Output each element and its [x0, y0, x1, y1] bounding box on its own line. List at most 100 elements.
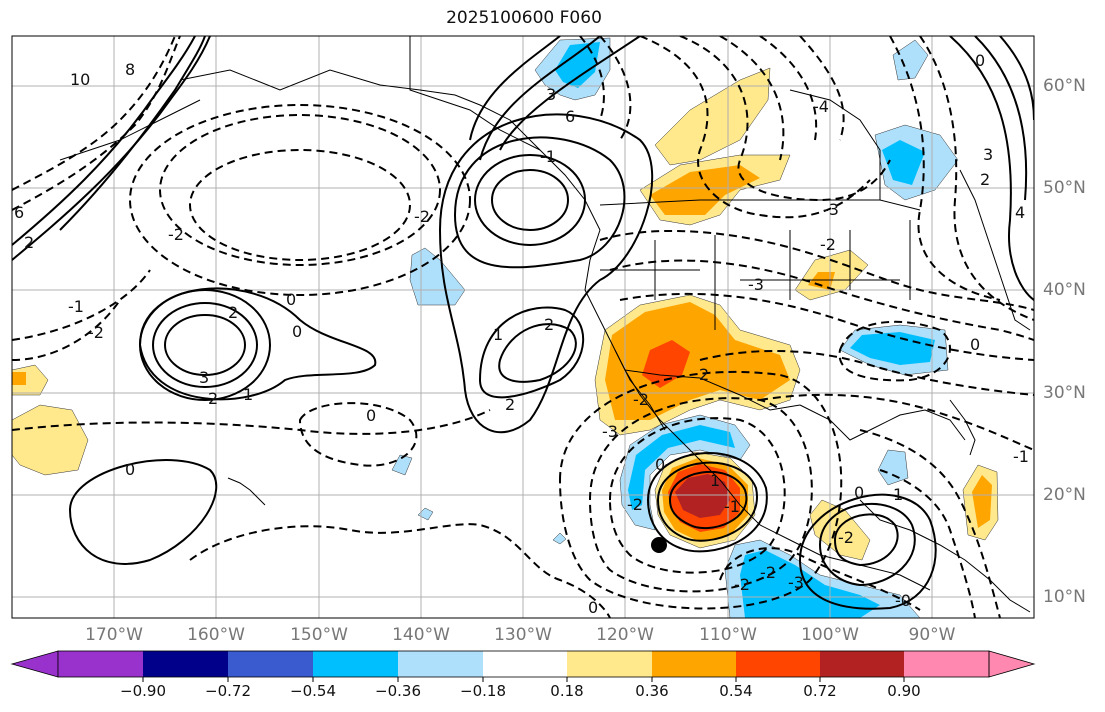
contour-label: 1: [893, 485, 903, 504]
lon-label-140w: 140°W: [392, 625, 450, 645]
contour-label: 2: [699, 365, 709, 384]
contour-gulf-low: [838, 320, 951, 382]
contour-aleutian-low-2: [12, 36, 181, 211]
lat-label-50: 50°N: [1043, 178, 1086, 198]
contour-label: -2: [414, 207, 430, 226]
contour-hur-ring-2: [588, 397, 813, 593]
contour-label: 10: [70, 70, 90, 89]
border-alaska: [409, 36, 541, 151]
contour-pac-low-4: [189, 523, 611, 618]
shade-blue-greenland: [892, 39, 929, 81]
contour-label: 0: [292, 322, 302, 341]
colorbar-label: 0.36: [635, 682, 669, 700]
colorbar-label: 0.54: [719, 682, 753, 700]
coast-baja: [614, 349, 666, 431]
contour-ridge-north: [469, 36, 641, 161]
colorbar-bin: [313, 651, 398, 677]
coast-canada-west: [584, 229, 931, 591]
contour-canada-trough-2: [679, 36, 891, 202]
contour-label: 0: [125, 460, 135, 479]
lat-label-60: 60°N: [1043, 76, 1086, 96]
colorbar-left-extension: [10, 650, 59, 678]
contour-hurricane-2: [656, 461, 758, 542]
contour-ridge-1: [491, 169, 569, 231]
contour-label: 2: [544, 315, 554, 334]
colorbar-bin: [736, 651, 820, 677]
colorbar-label: 0.72: [803, 682, 837, 700]
contour-label: -3: [823, 200, 839, 219]
coast-alaska: [179, 69, 601, 231]
border-us-mexico: [624, 369, 801, 411]
contour-label: 3: [983, 145, 993, 164]
shade-blue-small-2: [417, 507, 434, 521]
contour-hurricane-3: [646, 452, 768, 553]
contour-us-low-3: [619, 292, 1034, 361]
contour-label: 0: [366, 406, 376, 425]
colorbar-right-extension: [988, 650, 1036, 678]
contour-pac-low-2: [12, 409, 491, 435]
contour-label: 2: [24, 233, 34, 252]
contour-east-trough-2: [974, 36, 1028, 201]
contour-central-high-3: [798, 493, 937, 610]
contour-low-gulf-1: [159, 114, 441, 266]
colorbar-bin: [652, 651, 736, 677]
colorbar-label: −0.18: [460, 682, 506, 700]
contour-label: 6: [14, 203, 24, 222]
contour-high-west-1: [164, 314, 246, 376]
contours-dashed: [12, 36, 1034, 618]
coast-central-america: [859, 499, 1031, 613]
contour-ridge-north-dash: [579, 36, 632, 141]
contour-label: 0: [286, 290, 296, 309]
shade-orange-west-1: [12, 372, 26, 385]
colorbar-label: 0.18: [550, 682, 584, 700]
colorbar-bin: [483, 651, 567, 677]
colorbar-bin: [143, 651, 228, 677]
lon-label-100w: 100°W: [801, 625, 859, 645]
colorbar-label: −0.54: [290, 682, 336, 700]
contour-label: 2: [208, 389, 218, 408]
shade-orange-southwest: [605, 302, 790, 420]
contour-label: -3: [788, 573, 804, 592]
colorbar-ticks: [142, 677, 905, 682]
lat-label-40: 40°N: [1043, 280, 1086, 300]
lon-label-110w: 110°W: [699, 625, 757, 645]
contour-label: -0: [895, 591, 911, 610]
contour-label: -1: [1013, 447, 1029, 466]
contour-us-low-2: [609, 259, 1034, 341]
lon-label-90w: 90°W: [908, 625, 956, 645]
contour-pac-low-3: [298, 402, 418, 467]
contour-us-low-1: [599, 229, 1034, 311]
contour-label: 2: [980, 170, 990, 189]
contour-label: -2: [168, 225, 184, 244]
contour-canada-trough-1: [639, 36, 871, 219]
contour-high-west-4: [138, 287, 377, 401]
contour-label: 3: [199, 368, 209, 387]
state-lines: [600, 220, 911, 330]
shade-cyan-southpacific: [740, 550, 880, 618]
shade-orange-texas: [808, 272, 835, 290]
lon-label-160w: 160°W: [187, 625, 245, 645]
contour-label: 1: [243, 385, 253, 404]
contour-east-low-1: [919, 36, 1034, 321]
contour-aleutian-2: [12, 36, 196, 246]
contour-label: 0: [970, 335, 980, 354]
contour-central-high-2: [818, 503, 916, 587]
contour-aleutian-3: [59, 36, 206, 231]
contour-ridge-2: [474, 154, 586, 246]
contour-label: 0: [588, 598, 598, 617]
contour-label: -2: [820, 235, 836, 254]
contour-label: 0: [655, 455, 665, 474]
lon-label-150w: 150°W: [290, 625, 348, 645]
lon-label-120w: 120°W: [596, 625, 654, 645]
colorbar-frame: [57, 650, 990, 678]
contour-label: 4: [1015, 203, 1025, 222]
contour-label: -2: [627, 495, 643, 514]
contour-label: -1: [540, 147, 556, 166]
shade-orange-prairies: [650, 165, 760, 215]
contour-label: 3: [546, 85, 556, 104]
contour-label: 0: [975, 51, 985, 70]
contour-ridge-4: [438, 113, 654, 434]
coast-florida: [949, 399, 976, 456]
lat-label-10: 10°N: [1043, 587, 1086, 607]
contour-label: -2: [734, 575, 750, 594]
